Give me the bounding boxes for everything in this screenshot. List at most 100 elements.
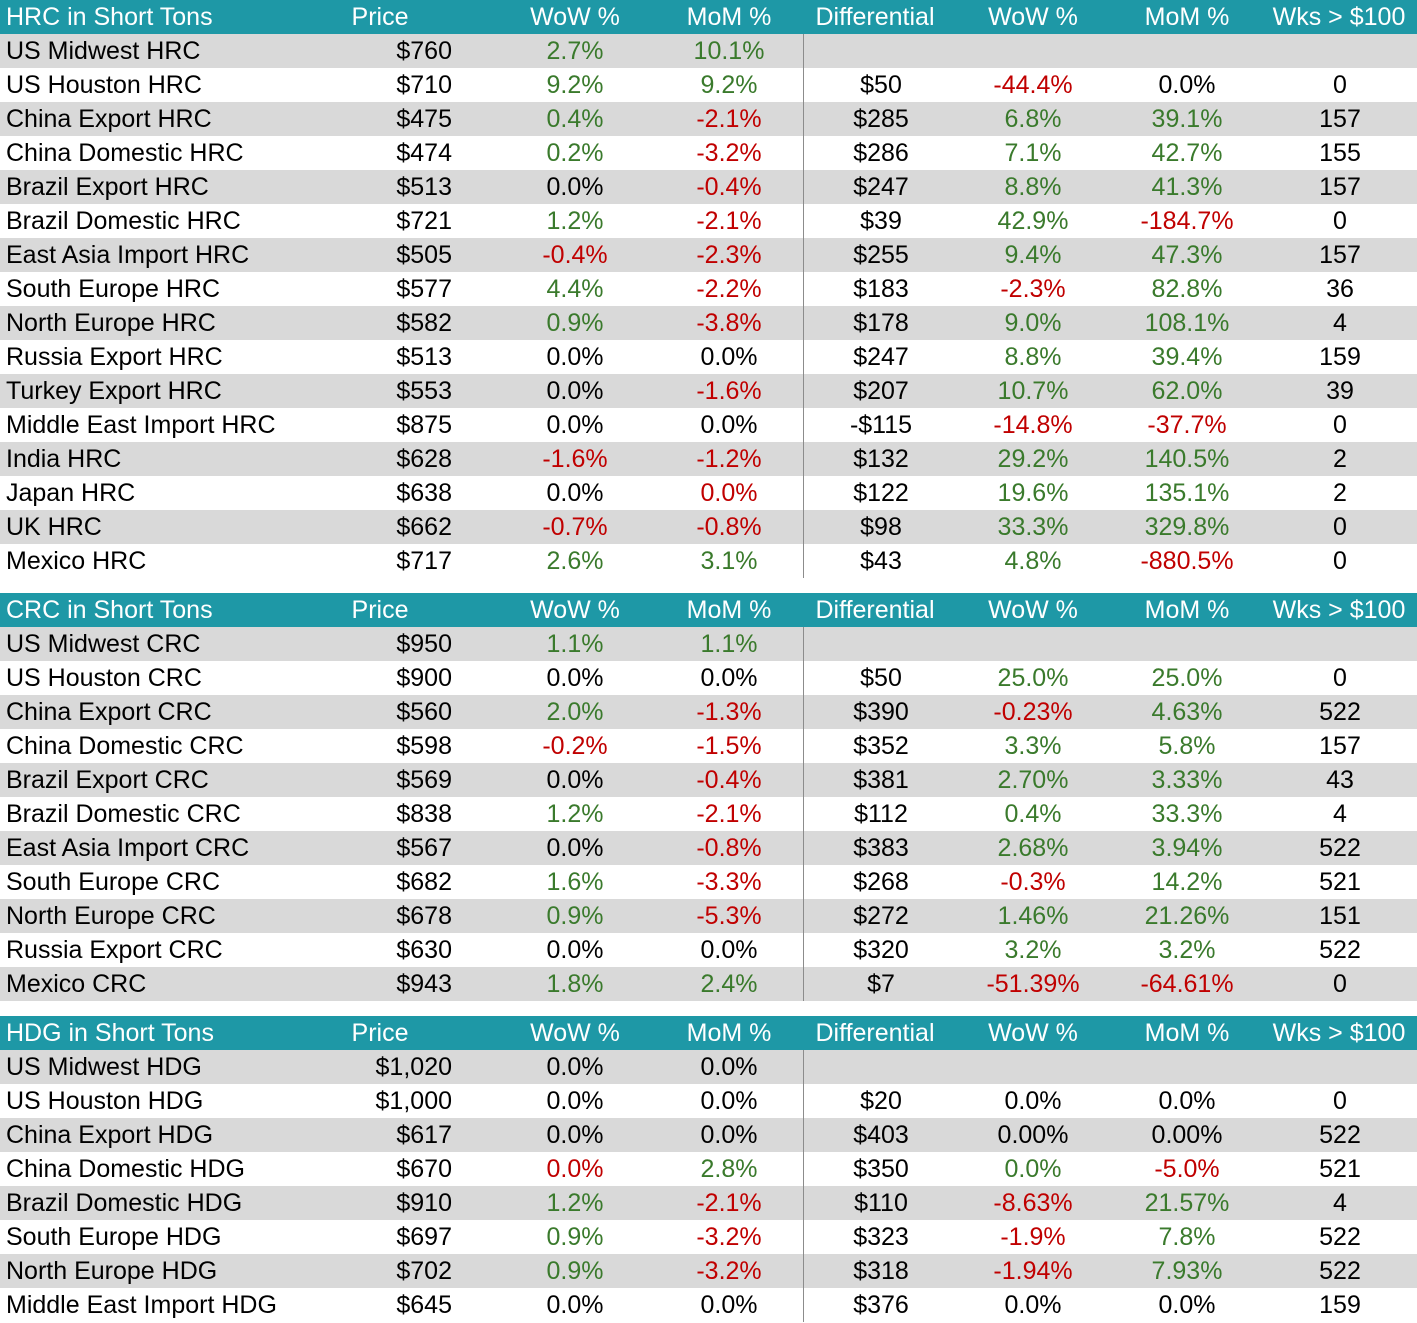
cell-product-name: Brazil Export HRC <box>6 173 209 201</box>
cell-weeks-over-100: 0 <box>1333 664 1347 692</box>
cell-differential-mom: 82.8% <box>1151 275 1223 303</box>
cell-differential: $390 <box>853 698 909 726</box>
cell-differential-wow: 25.0% <box>997 664 1069 692</box>
cell-price: $717 <box>396 547 452 575</box>
cell-differential-wow <box>958 1050 1108 1084</box>
cell-differential-mom: 0.0% <box>1158 1087 1216 1115</box>
cell-differential-mom: 14.2% <box>1151 868 1223 896</box>
cell-wow-change: 1.2% <box>546 207 604 235</box>
cell-differential: $110 <box>854 1189 908 1217</box>
cell-differential-mom: 0.0% <box>1158 1291 1216 1319</box>
cell-mom-change: -2.1% <box>696 800 762 828</box>
table-section: HDG in Short Tons Price WoW % MoM % Differen… <box>0 1016 1417 1322</box>
cell-differential: $178 <box>853 309 909 337</box>
cell-wow-change: 1.8% <box>546 970 604 998</box>
cell-price: $760 <box>396 37 452 65</box>
table-row: China Export HRC $475 0.4% -2.1% $285 6.8% 39.… <box>0 102 1417 136</box>
cell-weeks-over-100: 157 <box>1319 732 1361 760</box>
table-row: Russia Export CRC $630 0.0% 0.0% $320 3.2% 3.2… <box>0 933 1417 967</box>
cell-mom-change: 9.2% <box>700 71 758 99</box>
column-header-differential-mom: MoM % <box>1144 3 1230 31</box>
cell-differential: $247 <box>853 343 909 371</box>
table-row: US Midwest HDG $1,020 0.0% 0.0% <box>0 1050 1417 1084</box>
cell-differential-mom: 42.7% <box>1151 139 1223 167</box>
cell-differential: $376 <box>853 1291 909 1319</box>
cell-product-name: UK HRC <box>6 513 102 541</box>
cell-mom-change: 0.0% <box>700 664 758 692</box>
cell-mom-change: -2.2% <box>696 275 762 303</box>
cell-mom-change: -3.3% <box>696 868 762 896</box>
cell-differential <box>806 627 956 661</box>
cell-differential <box>806 1050 956 1084</box>
table-row: Brazil Domestic CRC $838 1.2% -2.1% $112 0.4%… <box>0 797 1417 831</box>
cell-price: $670 <box>396 1155 452 1183</box>
cell-price: $630 <box>396 936 452 964</box>
cell-weeks-over-100: 0 <box>1333 970 1347 998</box>
cell-differential: $320 <box>853 936 909 964</box>
column-header-differential-mom: MoM % <box>1144 596 1230 624</box>
cell-differential: $247 <box>853 173 909 201</box>
cell-weeks-over-100: 157 <box>1319 241 1361 269</box>
cell-product-name: China Domestic CRC <box>6 732 244 760</box>
cell-mom-change: 0.0% <box>700 479 758 507</box>
cell-weeks-over-100: 151 <box>1319 902 1361 930</box>
cell-product-name: Middle East Import HRC <box>6 411 276 439</box>
cell-product-name: South Europe HDG <box>6 1223 222 1251</box>
table-row: South Europe HDG $697 0.9% -3.2% $323 -1.9% 7.… <box>0 1220 1417 1254</box>
cell-differential: $7 <box>867 970 895 998</box>
cell-differential-wow: 8.8% <box>1004 173 1062 201</box>
cell-differential-wow: 29.2% <box>997 445 1069 473</box>
cell-differential: $381 <box>853 766 909 794</box>
cell-differential-wow: 2.70% <box>997 766 1069 794</box>
cell-wow-change: 0.9% <box>546 309 604 337</box>
column-divider <box>803 34 804 578</box>
cell-wow-change: 0.2% <box>546 139 604 167</box>
cell-price: $838 <box>396 800 452 828</box>
cell-wow-change: 0.0% <box>546 766 604 794</box>
cell-wow-change: 0.9% <box>546 1223 604 1251</box>
cell-differential: $112 <box>854 800 908 828</box>
cell-wow-change: 0.0% <box>546 664 604 692</box>
cell-differential: $352 <box>853 732 909 760</box>
cell-wow-change: 1.1% <box>546 630 604 658</box>
cell-price: $900 <box>396 664 452 692</box>
cell-price: $682 <box>396 868 452 896</box>
cell-mom-change: 3.1% <box>700 547 758 575</box>
cell-differential-mom: 21.57% <box>1144 1189 1230 1217</box>
cell-differential-wow: 0.4% <box>1004 800 1062 828</box>
cell-mom-change: 0.0% <box>700 1053 758 1081</box>
table-section: CRC in Short Tons Price WoW % MoM % Differen… <box>0 593 1417 1001</box>
cell-differential-mom: 3.94% <box>1151 834 1223 862</box>
cell-price: $628 <box>396 445 452 473</box>
cell-weeks-over-100: 0 <box>1333 513 1347 541</box>
cell-price: $560 <box>396 698 452 726</box>
cell-differential <box>806 34 956 68</box>
cell-mom-change: -0.4% <box>696 766 762 794</box>
cell-weeks-over-100: 157 <box>1319 105 1361 133</box>
cell-price: $577 <box>396 275 452 303</box>
cell-wow-change: 0.9% <box>546 902 604 930</box>
cell-price: $721 <box>396 207 452 235</box>
table-row: Brazil Export HRC $513 0.0% -0.4% $247 8.8% 41… <box>0 170 1417 204</box>
cell-price: $645 <box>396 1291 452 1319</box>
cell-price: $638 <box>396 479 452 507</box>
cell-price: $567 <box>396 834 452 862</box>
cell-differential-wow: 3.3% <box>1004 732 1062 760</box>
cell-product-name: South Europe HRC <box>6 275 221 303</box>
cell-weeks-over-100 <box>1264 34 1416 68</box>
cell-differential-mom: 135.1% <box>1144 479 1230 507</box>
cell-weeks-over-100: 159 <box>1319 343 1361 371</box>
column-header-differential-mom: MoM % <box>1144 1019 1230 1047</box>
cell-mom-change: -5.3% <box>696 902 762 930</box>
cell-mom-change: 10.1% <box>693 37 765 65</box>
cell-price: $710 <box>396 71 452 99</box>
cell-differential-mom: -37.7% <box>1147 411 1227 439</box>
column-header-price: Price <box>351 3 409 31</box>
cell-mom-change: -2.1% <box>696 207 762 235</box>
cell-wow-change: 0.0% <box>546 936 604 964</box>
cell-wow-change: 2.7% <box>546 37 604 65</box>
cell-differential-wow: -1.94% <box>993 1257 1073 1285</box>
column-header-differential-wow: WoW % <box>988 1019 1078 1047</box>
cell-differential-mom <box>1112 627 1262 661</box>
